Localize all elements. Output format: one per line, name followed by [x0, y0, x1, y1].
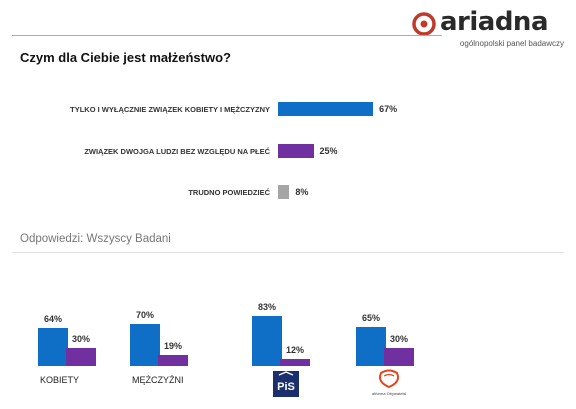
bar [356, 327, 386, 366]
bar-category-label: TRUDNO POWIEDZIEĆ [188, 188, 270, 197]
bar [280, 358, 310, 366]
brand-logo: ariadna ogólnopolski panel badawczy [408, 7, 568, 54]
bar-value-label: 67% [379, 104, 398, 114]
svg-text:Platforma Obywatelska: Platforma Obywatelska [372, 391, 406, 396]
platforma-obywatelska-logo-icon: Platforma Obywatelska [368, 369, 410, 408]
brand-name: ariadna [440, 7, 549, 37]
bar-value-label: 65% [361, 313, 380, 323]
bar-category-label: ZWIĄZEK DWOJGA LUDZI BEZ WZGLĘDU NA PŁEĆ [84, 147, 270, 156]
section-title: Odpowiedzi: Wszyscy Badani [20, 233, 171, 245]
section-divider [12, 252, 564, 253]
bar-value-label: 30% [389, 334, 408, 344]
bar-value-label: 12% [285, 344, 304, 355]
bar-value-label: 70% [135, 310, 154, 320]
bar [252, 316, 282, 366]
bar-value-label: 64% [43, 313, 62, 324]
pis-logo-icon: PiS [273, 371, 299, 402]
group-category-label: KOBIETY [40, 375, 80, 385]
bar-value-label: 8% [295, 187, 309, 197]
question-title: Czym dla Ciebie jest małżeństwo? [20, 50, 231, 65]
bar [158, 354, 188, 366]
bar [38, 327, 68, 366]
bar [130, 324, 160, 366]
brand-tagline: ogólnopolski panel badawczy [459, 39, 564, 48]
svg-text:PiS: PiS [277, 381, 295, 393]
group-category-label: MĘŻCZYŹNI [132, 375, 184, 385]
bar-value-label: 30% [71, 334, 90, 344]
bar-category-label: TYLKO I WYŁĄCZNIE ZWIĄZEK KOBIETY I MĘŻC… [70, 105, 270, 114]
bar [278, 185, 290, 199]
bar [278, 144, 314, 158]
ariadna-logo-icon [412, 12, 436, 36]
bar-value-label: 19% [163, 340, 182, 351]
bar-value-label: 25% [319, 146, 338, 156]
header-divider [12, 35, 442, 36]
bar [384, 348, 414, 366]
bar [278, 102, 374, 116]
bar-value-label: 83% [257, 302, 276, 313]
bar [66, 348, 96, 366]
